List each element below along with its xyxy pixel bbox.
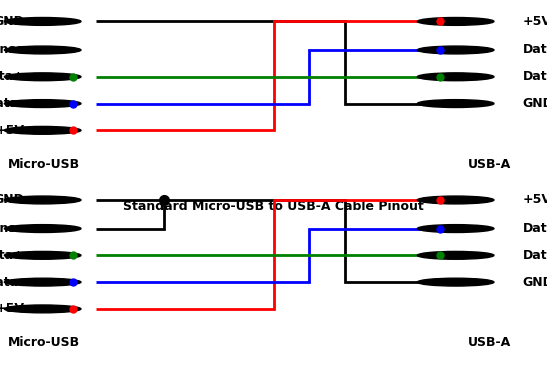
Ellipse shape xyxy=(4,126,81,134)
Ellipse shape xyxy=(417,251,494,259)
Text: Sense: Sense xyxy=(0,44,25,57)
Ellipse shape xyxy=(4,17,81,25)
Ellipse shape xyxy=(417,73,494,81)
Text: Data-: Data- xyxy=(522,44,547,57)
Text: USB-A: USB-A xyxy=(468,336,511,349)
Text: Data-: Data- xyxy=(0,97,25,110)
Text: Micro-USB: Micro-USB xyxy=(8,336,80,349)
Text: Sense: Sense xyxy=(0,222,25,235)
Ellipse shape xyxy=(4,196,81,204)
Ellipse shape xyxy=(4,251,81,259)
Ellipse shape xyxy=(4,73,81,81)
Ellipse shape xyxy=(4,46,81,54)
Text: Data+: Data+ xyxy=(522,70,547,83)
Text: GND: GND xyxy=(522,276,547,289)
Ellipse shape xyxy=(417,278,494,286)
Text: GND: GND xyxy=(522,97,547,110)
Ellipse shape xyxy=(417,100,494,108)
Text: Data+: Data+ xyxy=(0,249,25,262)
Text: +5V: +5V xyxy=(0,124,25,137)
Ellipse shape xyxy=(417,196,494,204)
Ellipse shape xyxy=(4,278,81,286)
Text: USB-A: USB-A xyxy=(468,158,511,171)
Ellipse shape xyxy=(4,100,81,108)
Text: Data-: Data- xyxy=(0,276,25,289)
Text: GND: GND xyxy=(0,15,25,28)
Ellipse shape xyxy=(417,225,494,232)
Ellipse shape xyxy=(4,305,81,313)
Text: +5V: +5V xyxy=(522,15,547,28)
Text: +5V: +5V xyxy=(0,302,25,315)
Ellipse shape xyxy=(417,17,494,25)
Ellipse shape xyxy=(417,46,494,54)
Ellipse shape xyxy=(4,225,81,232)
Text: +5V: +5V xyxy=(522,193,547,206)
Text: Data-: Data- xyxy=(522,222,547,235)
Text: Data+: Data+ xyxy=(0,70,25,83)
Text: GND: GND xyxy=(0,193,25,206)
Text: Data+: Data+ xyxy=(522,249,547,262)
Text: Micro-USB: Micro-USB xyxy=(8,158,80,171)
Text: Standard Micro-USB to USB-A Cable Pinout: Standard Micro-USB to USB-A Cable Pinout xyxy=(123,200,424,213)
